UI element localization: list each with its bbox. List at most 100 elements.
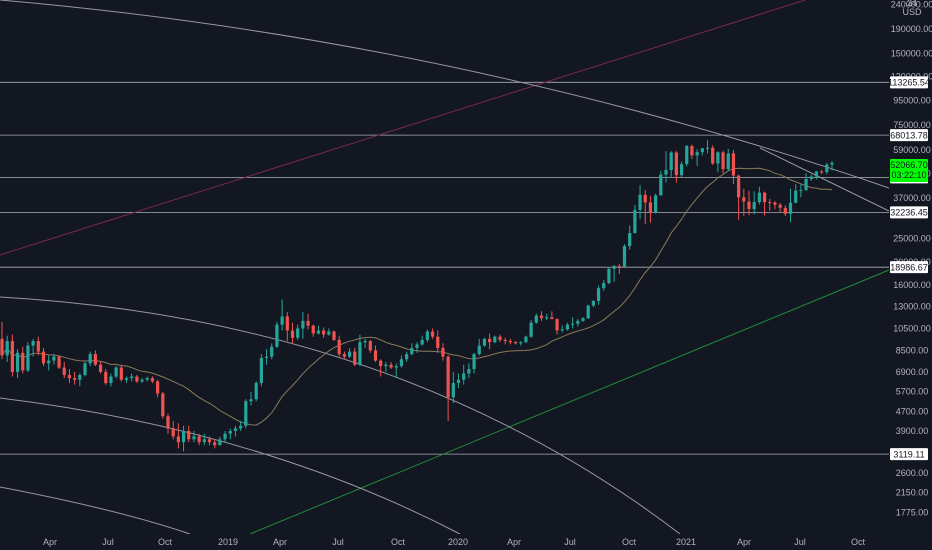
candle-body: [430, 331, 435, 337]
candle-body: [207, 439, 212, 443]
candle-body: [809, 176, 813, 180]
time-tick-9: Jul: [564, 537, 576, 547]
candle-body: [622, 245, 627, 267]
candle-body: [638, 194, 642, 210]
candle-body: [596, 288, 601, 301]
time-tick-1: Jul: [102, 537, 114, 547]
time-axis[interactable]: Apr Jul Oct 2019 Apr Jul Oct 2020 Apr Jul Oct 2021 A…: [43, 537, 866, 547]
candle-body: [358, 342, 362, 365]
candle-body: [26, 345, 30, 371]
candle-body: [773, 202, 777, 205]
candle-body: [456, 379, 461, 384]
candle-body: [192, 436, 196, 440]
last-price-badge-box: [890, 159, 928, 182]
green-trendline: [249, 269, 890, 535]
candle-body: [394, 366, 398, 368]
time-tick-7: 2020: [448, 537, 468, 547]
last-price-badge: 52066.70 03:22:10: [890, 159, 928, 182]
time-tick-5: Jul: [332, 537, 344, 547]
candle-body: [166, 416, 170, 429]
price-tick-1: 190000.00: [891, 24, 932, 34]
candle-body: [643, 194, 647, 203]
candle-body: [275, 324, 279, 347]
candle-body: [731, 153, 736, 176]
candle-body: [47, 360, 51, 364]
candle-body: [674, 152, 678, 176]
candle-body: [586, 305, 590, 319]
candle-body: [565, 324, 570, 330]
price-tick-17: 4700.00: [896, 407, 929, 417]
candle-body: [301, 320, 305, 329]
arc-lower-3: [0, 486, 191, 535]
candle-body: [389, 364, 393, 368]
candle-body: [602, 282, 606, 289]
candle-body: [337, 339, 341, 355]
level-badges: 113265.5468013.7845230.0032236.4518986.6…: [888, 76, 930, 461]
candle-body: [436, 336, 440, 348]
candle-body: [0, 338, 4, 356]
price-tick-15: 6900.00: [896, 367, 929, 377]
candle-body: [176, 436, 180, 443]
candle-body: [228, 431, 232, 434]
candle-body: [669, 152, 673, 170]
candle-body: [244, 401, 248, 426]
candle-body: [519, 342, 523, 344]
candle-body: [488, 338, 492, 343]
candle-body: [36, 341, 40, 352]
time-tick-8: Apr: [507, 537, 521, 547]
candle-body: [529, 322, 533, 337]
candle-body: [156, 381, 160, 394]
price-tick-8: 37000.00: [893, 193, 931, 203]
price-tick-5: 75000.00: [893, 120, 931, 130]
candle-body: [150, 378, 155, 382]
candle-body: [446, 356, 450, 398]
candle-body: [21, 352, 25, 371]
candle-body: [695, 152, 699, 156]
candle-body: [332, 331, 336, 340]
candle-body: [757, 192, 761, 203]
candle-body: [98, 364, 103, 372]
candle-body: [503, 339, 507, 342]
candle-body: [628, 233, 632, 246]
candle-body: [218, 439, 222, 446]
candle-body: [690, 146, 694, 156]
candle-body: [145, 378, 149, 380]
candle-body: [794, 190, 798, 203]
level-label-1: 68013.78: [890, 130, 928, 140]
time-tick-12: Apr: [737, 537, 751, 547]
candle-body: [114, 367, 118, 377]
price-tick-20: 2150.00: [896, 488, 929, 498]
candle-body: [119, 367, 123, 380]
candle-body: [742, 197, 746, 202]
candle-body: [285, 316, 289, 331]
time-tick-2: Oct: [158, 537, 173, 547]
candle-body: [296, 328, 300, 338]
candle-body: [140, 379, 144, 382]
candle-body: [576, 320, 580, 324]
candle-body: [233, 428, 238, 431]
candle-body: [290, 330, 295, 338]
candle-body: [539, 315, 544, 319]
candle-body: [493, 336, 497, 343]
price-tick-16: 5700.00: [896, 387, 929, 397]
candle-body: [405, 354, 409, 360]
candle-body: [5, 341, 9, 356]
candle-body: [441, 347, 445, 357]
candle-body: [384, 364, 388, 367]
candle-body: [633, 209, 637, 234]
last-price-value: 52066.70: [890, 160, 928, 170]
price-tick-4: 95000.00: [893, 96, 931, 106]
candle-body: [721, 152, 725, 170]
price-tick-14: 8500.00: [896, 345, 929, 355]
red-trendline: [0, 0, 806, 256]
time-tick-0: Apr: [43, 537, 57, 547]
price-tick-0: 240000.00: [891, 0, 932, 10]
candle-body: [254, 383, 258, 400]
candle-body: [399, 359, 404, 367]
candle-body: [10, 341, 14, 372]
candle-body: [571, 323, 575, 325]
time-tick-13: Jul: [794, 537, 806, 547]
candle-body: [415, 344, 419, 348]
candle-body: [555, 319, 559, 331]
